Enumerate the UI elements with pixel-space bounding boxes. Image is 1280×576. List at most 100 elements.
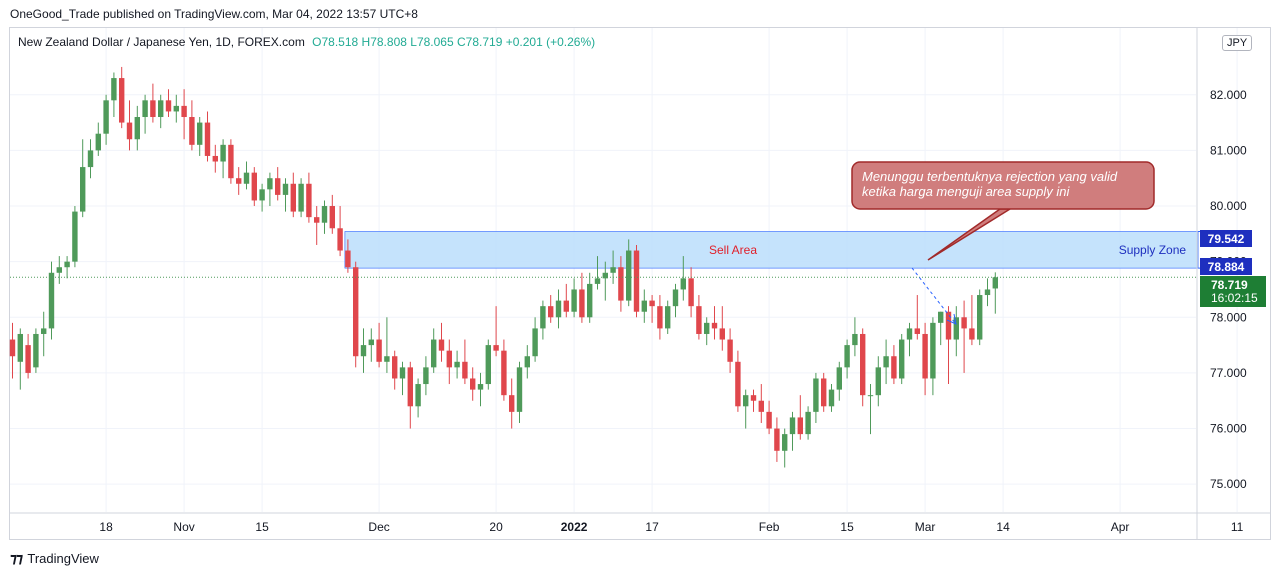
candle[interactable] xyxy=(158,94,164,129)
candle[interactable] xyxy=(399,361,406,396)
candle[interactable] xyxy=(103,94,109,145)
candle[interactable] xyxy=(618,256,624,312)
candle[interactable] xyxy=(540,300,546,340)
candle[interactable] xyxy=(306,172,312,223)
candle[interactable] xyxy=(392,350,398,390)
candle[interactable] xyxy=(462,339,468,385)
candle[interactable] xyxy=(633,244,640,318)
footer-brand[interactable]: TradingView xyxy=(27,551,99,566)
candle[interactable] xyxy=(665,300,671,334)
candle[interactable] xyxy=(181,89,187,140)
candle[interactable] xyxy=(860,328,866,407)
candle[interactable] xyxy=(204,111,211,162)
candle[interactable] xyxy=(251,167,257,207)
price-axis[interactable]: 75.00076.00077.00078.00079.00080.00081.0… xyxy=(1196,28,1247,540)
candle[interactable] xyxy=(852,317,858,357)
candle[interactable] xyxy=(329,194,335,234)
tradingview-logo-icon[interactable]: ⁊⁊ xyxy=(10,550,23,566)
candle[interactable] xyxy=(454,350,460,379)
candle[interactable] xyxy=(704,317,710,346)
candle[interactable] xyxy=(555,289,562,329)
candle[interactable] xyxy=(314,206,320,245)
candle[interactable] xyxy=(282,178,289,212)
candle[interactable] xyxy=(563,283,569,318)
symbol-title[interactable]: New Zealand Dollar / Japanese Yen, 1D, F… xyxy=(18,35,305,49)
candle[interactable] xyxy=(992,272,998,314)
candle[interactable] xyxy=(423,356,429,396)
candle[interactable] xyxy=(719,306,725,351)
candle[interactable] xyxy=(657,295,663,340)
candle[interactable] xyxy=(813,372,819,423)
candle[interactable] xyxy=(477,372,484,407)
candle[interactable] xyxy=(969,295,975,346)
candle[interactable] xyxy=(977,289,983,346)
candle[interactable] xyxy=(727,328,733,373)
candle[interactable] xyxy=(735,350,741,412)
candle[interactable] xyxy=(126,100,133,151)
candle[interactable] xyxy=(220,139,226,179)
candle[interactable] xyxy=(95,122,101,156)
candle[interactable] xyxy=(594,256,601,290)
candle[interactable] xyxy=(649,295,655,323)
candle[interactable] xyxy=(844,339,850,379)
candle[interactable] xyxy=(9,322,16,379)
candle[interactable] xyxy=(17,328,23,390)
candle[interactable] xyxy=(922,322,928,396)
candle[interactable] xyxy=(376,322,382,368)
candle[interactable] xyxy=(337,206,343,257)
time-axis[interactable]: 18 Nov 15 Dec 20 2022 17 Feb 15 Mar 14 Apr 11 xyxy=(10,512,1270,534)
candle[interactable] xyxy=(953,306,959,357)
candle[interactable] xyxy=(407,361,413,429)
candle[interactable] xyxy=(875,356,881,407)
candle[interactable] xyxy=(259,183,265,212)
candle[interactable] xyxy=(150,83,156,123)
candle[interactable] xyxy=(914,295,920,340)
candle[interactable] xyxy=(984,278,991,307)
candle[interactable] xyxy=(41,311,47,357)
candle[interactable] xyxy=(688,267,694,318)
candle[interactable] xyxy=(883,339,889,385)
candle[interactable] xyxy=(867,384,874,435)
candle[interactable] xyxy=(891,345,897,385)
candle[interactable] xyxy=(782,428,788,468)
candle[interactable] xyxy=(142,94,148,134)
candle[interactable] xyxy=(766,400,772,435)
candle[interactable] xyxy=(228,139,234,184)
candle[interactable] xyxy=(243,161,250,190)
candle[interactable] xyxy=(672,283,679,318)
candle[interactable] xyxy=(360,328,367,373)
candle[interactable] xyxy=(321,200,328,234)
callout[interactable]: Menunggu terbentuknya rejection yang val… xyxy=(851,161,1155,261)
candle[interactable] xyxy=(165,89,172,118)
candle[interactable] xyxy=(87,139,94,179)
candle[interactable] xyxy=(579,272,585,323)
candle[interactable] xyxy=(64,256,70,279)
candle[interactable] xyxy=(290,172,296,218)
candle[interactable] xyxy=(275,167,281,201)
candle[interactable] xyxy=(384,317,390,373)
candle[interactable] xyxy=(961,300,967,373)
candle[interactable] xyxy=(774,417,780,462)
currency-badge[interactable]: JPY xyxy=(1222,35,1253,51)
candle[interactable] xyxy=(711,306,718,340)
candle[interactable] xyxy=(938,311,944,346)
candle[interactable] xyxy=(610,250,616,284)
candle[interactable] xyxy=(945,306,952,385)
candle[interactable] xyxy=(789,411,796,451)
candle[interactable] xyxy=(197,117,203,156)
candle[interactable] xyxy=(353,261,359,368)
candle[interactable] xyxy=(696,295,702,340)
candle[interactable] xyxy=(56,256,62,284)
candle[interactable] xyxy=(111,72,117,118)
candle[interactable] xyxy=(821,372,827,412)
candle[interactable] xyxy=(641,289,647,323)
candle[interactable] xyxy=(797,395,803,440)
candle[interactable] xyxy=(446,339,452,385)
candle[interactable] xyxy=(758,384,764,423)
candle[interactable] xyxy=(899,333,905,385)
candle[interactable] xyxy=(80,139,86,218)
candle[interactable] xyxy=(368,328,374,362)
candle[interactable] xyxy=(501,339,507,401)
candle[interactable] xyxy=(548,295,554,323)
